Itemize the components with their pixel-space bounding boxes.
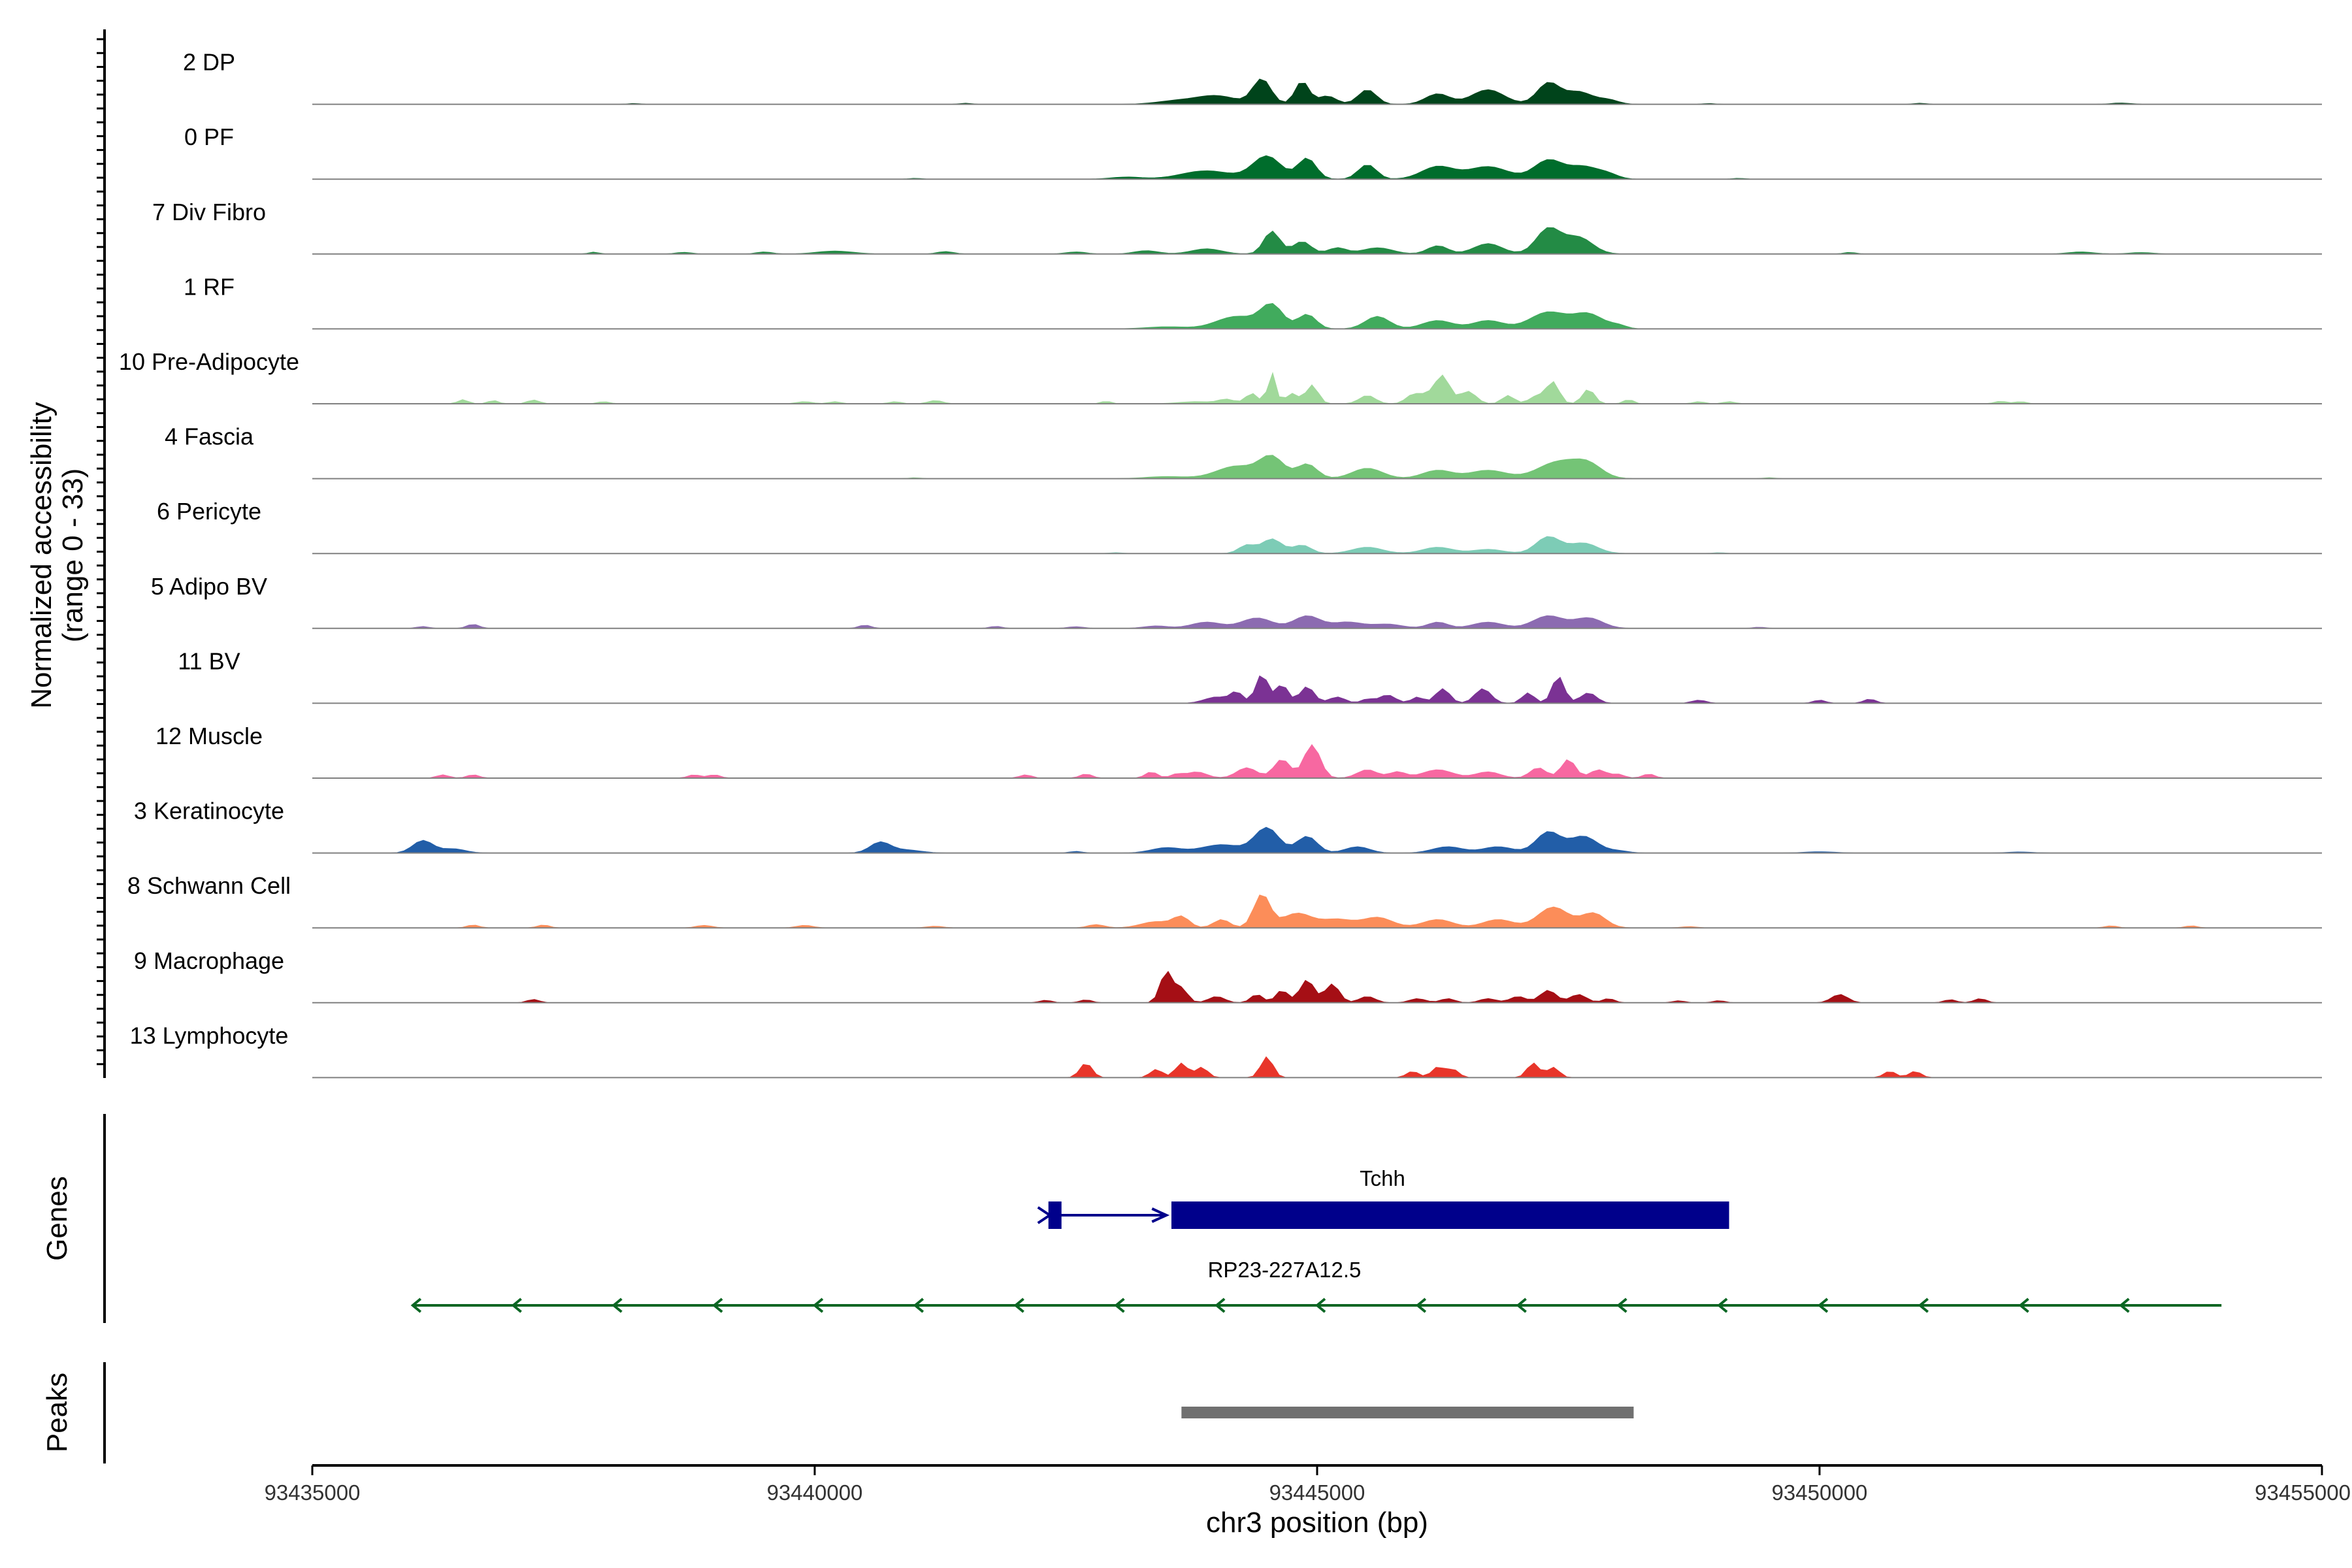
- gene-rp23-227a12-5: RP23-227A12.5: [410, 1258, 2222, 1313]
- track-label: 3 Keratinocyte: [134, 798, 284, 825]
- track-11: 3 Keratinocyte: [134, 798, 2322, 854]
- track-label: 0 PF: [184, 123, 234, 150]
- track-label: 12 Muscle: [155, 723, 263, 749]
- coverage-area: [312, 155, 2322, 180]
- coverage-area: [312, 455, 2322, 480]
- strand-arrow: [410, 1298, 422, 1313]
- x-tick-label: 93455000: [2255, 1480, 2351, 1505]
- track-1: 2 DP: [183, 49, 2322, 105]
- x-tick-label: 93435000: [265, 1480, 361, 1505]
- track-5: 10 Pre-Adipocyte: [119, 348, 2322, 404]
- track-label: 9 Macrophage: [134, 947, 284, 974]
- coverage-area: [312, 78, 2322, 105]
- coverage-area: [312, 971, 2322, 1004]
- coverage-area: [312, 675, 2322, 704]
- strand-arrow: [1616, 1298, 1627, 1313]
- track-13: 9 Macrophage: [134, 947, 2322, 1004]
- x-tick-label: 93450000: [1772, 1480, 1868, 1505]
- coverage-area: [312, 302, 2322, 329]
- strand-arrow: [1516, 1298, 1527, 1313]
- strand-arrow: [511, 1298, 522, 1313]
- y-axis-title: Normalized accessibility: [25, 402, 57, 708]
- x-tick-label: 93440000: [767, 1480, 863, 1505]
- track-label: 6 Pericyte: [157, 498, 261, 525]
- coverage-area: [312, 227, 2322, 255]
- track-14: 13 Lymphocyte: [130, 1022, 2322, 1079]
- strand-arrow: [812, 1298, 824, 1313]
- gene-tchh: Tchh: [1037, 1166, 1729, 1229]
- track-7: 6 Pericyte: [157, 498, 2322, 555]
- genes-panel-title: Genes: [41, 1176, 73, 1261]
- track-2: 0 PF: [184, 123, 2322, 180]
- strand-arrow: [1215, 1298, 1226, 1313]
- track-4: 1 RF: [184, 273, 2322, 330]
- strand-arrow: [612, 1298, 623, 1313]
- coverage-area: [312, 615, 2322, 629]
- coverage-area: [312, 1056, 2322, 1078]
- strand-arrow: [2119, 1298, 2130, 1313]
- peaks-panel-title: Peaks: [41, 1373, 73, 1452]
- strand-arrow: [1918, 1298, 1929, 1313]
- gene-exon: [1171, 1201, 1729, 1229]
- strand-arrow: [2018, 1298, 2029, 1313]
- coverage-area: [312, 894, 2322, 928]
- track-10: 12 Muscle: [155, 723, 2322, 779]
- peak-region: [1181, 1407, 1634, 1418]
- y-axis-ticks: [97, 38, 105, 1066]
- track-label: 13 Lymphocyte: [130, 1022, 289, 1049]
- strand-arrow: [712, 1298, 723, 1313]
- gene-label: Tchh: [1360, 1166, 1405, 1190]
- x-axis-title: chr3 position (bp): [1206, 1507, 1428, 1539]
- x-tick-label: 93445000: [1269, 1480, 1365, 1505]
- strand-arrow: [1151, 1207, 1170, 1223]
- strand-arrow: [913, 1298, 924, 1313]
- gene-exon: [1048, 1201, 1062, 1229]
- track-6: 4 Fascia: [165, 423, 2322, 480]
- track-label: 4 Fascia: [165, 423, 254, 450]
- track-3: 7 Div Fibro: [152, 199, 2322, 255]
- track-label: 7 Div Fibro: [152, 199, 266, 225]
- strand-arrow: [1114, 1298, 1125, 1313]
- strand-arrow: [1817, 1298, 1829, 1313]
- strand-arrow: [1717, 1298, 1728, 1313]
- track-label: 10 Pre-Adipocyte: [119, 348, 299, 375]
- strand-arrow: [1037, 1206, 1053, 1224]
- genes-track: Tchh RP23-227A12.5: [410, 1166, 2222, 1313]
- coverage-area: [312, 826, 2322, 854]
- coverage-area: [312, 372, 2322, 404]
- coverage-area: [312, 536, 2322, 554]
- track-label: 11 BV: [178, 647, 240, 674]
- track-label: 1 RF: [184, 273, 235, 300]
- x-axis-ticks: 93435000 93440000 93445000 93450000 93455000: [265, 1465, 2351, 1505]
- coverage-area: [312, 743, 2322, 779]
- track-12: 8 Schwann Cell: [127, 872, 2322, 929]
- track-9: 11 BV: [178, 647, 2322, 704]
- peaks-track: [1181, 1407, 1634, 1418]
- coverage-tracks: 2 DP 0 PF 7 Div Fibro 1 RF 10 Pre-Adipocyte 4…: [119, 49, 2322, 1079]
- gene-label: RP23-227A12.5: [1208, 1258, 1362, 1282]
- track-label: 5 Adipo BV: [151, 573, 267, 600]
- track-label: 8 Schwann Cell: [127, 872, 291, 899]
- strand-arrow: [1013, 1298, 1024, 1313]
- track-8: 5 Adipo BV: [151, 573, 2322, 629]
- track-label: 2 DP: [183, 49, 235, 76]
- strand-arrow: [1315, 1298, 1326, 1313]
- y-axis-range: (range 0 - 33): [57, 468, 89, 643]
- strand-arrow: [1415, 1298, 1427, 1313]
